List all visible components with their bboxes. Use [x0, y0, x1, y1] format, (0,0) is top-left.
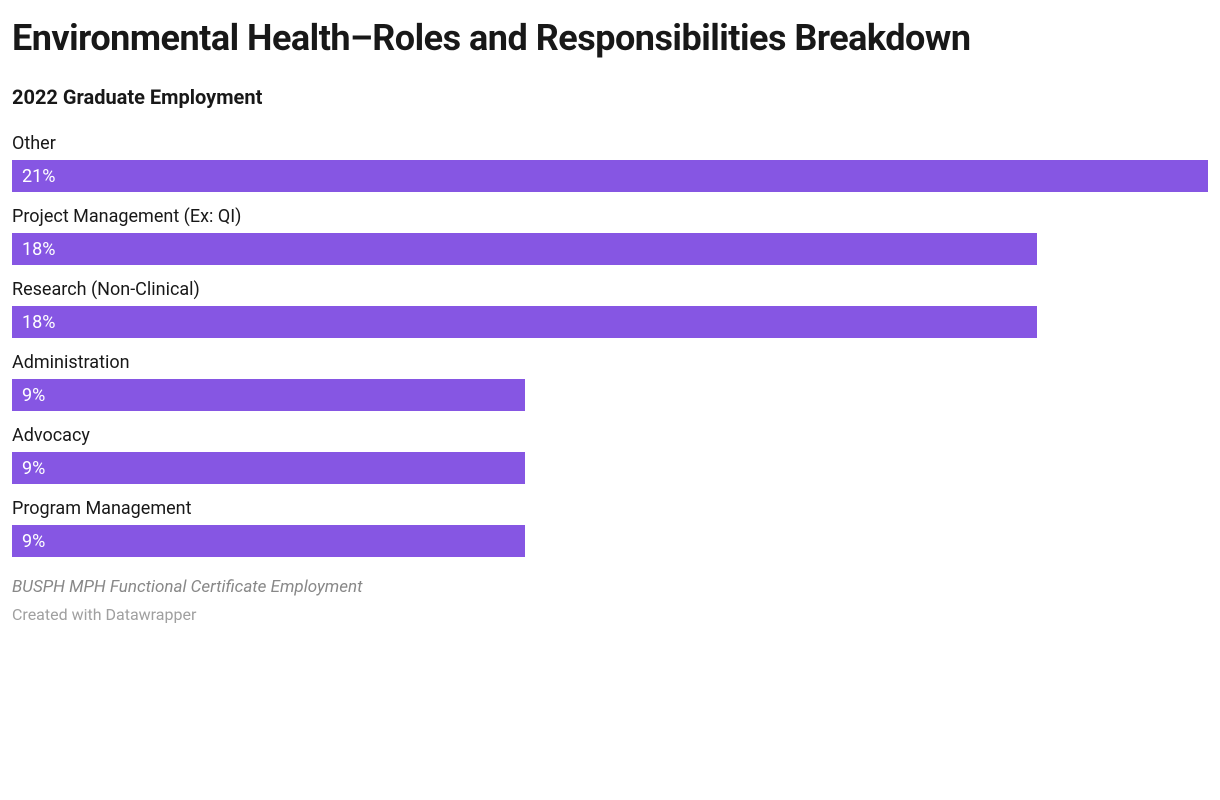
bar-value: 18% — [22, 239, 55, 260]
bar-row: Research (Non-Clinical) 18% — [12, 279, 1208, 338]
bar-label: Project Management (Ex: QI) — [12, 206, 1208, 227]
bar-label: Advocacy — [12, 425, 1208, 446]
bar-value: 18% — [22, 312, 55, 333]
bar-fill: 9% — [12, 452, 525, 484]
bar-value: 9% — [22, 385, 45, 406]
bar-row: Other 21% — [12, 133, 1208, 192]
bar-row: Program Management 9% — [12, 498, 1208, 557]
attribution: Created with Datawrapper — [12, 605, 1208, 624]
bar-label: Other — [12, 133, 1208, 154]
bar-fill: 9% — [12, 379, 525, 411]
page-subtitle: 2022 Graduate Employment — [12, 85, 1208, 109]
bar-fill: 9% — [12, 525, 525, 557]
bar-label: Research (Non-Clinical) — [12, 279, 1208, 300]
bar-chart: Other21%Project Management (Ex: QI)18%Re… — [12, 133, 1208, 557]
bar-track: 9% — [12, 525, 1208, 557]
bar-row: Advocacy 9% — [12, 425, 1208, 484]
footnote: BUSPH MPH Functional Certificate Employm… — [12, 577, 1208, 597]
bar-value: 9% — [22, 531, 45, 552]
bar-row: Project Management (Ex: QI) 18% — [12, 206, 1208, 265]
bar-fill: 18% — [12, 233, 1037, 265]
bar-track: 9% — [12, 379, 1208, 411]
bar-fill: 18% — [12, 306, 1037, 338]
bar-track: 9% — [12, 452, 1208, 484]
bar-value: 21% — [22, 166, 55, 187]
bar-value: 9% — [22, 458, 45, 479]
page-title: Environmental Health–Roles and Responsib… — [12, 16, 1208, 61]
bar-fill: 21% — [12, 160, 1208, 192]
bar-track: 18% — [12, 306, 1208, 338]
bar-row: Administration 9% — [12, 352, 1208, 411]
bar-label: Administration — [12, 352, 1208, 373]
bar-track: 18% — [12, 233, 1208, 265]
bar-label: Program Management — [12, 498, 1208, 519]
bar-track: 21% — [12, 160, 1208, 192]
